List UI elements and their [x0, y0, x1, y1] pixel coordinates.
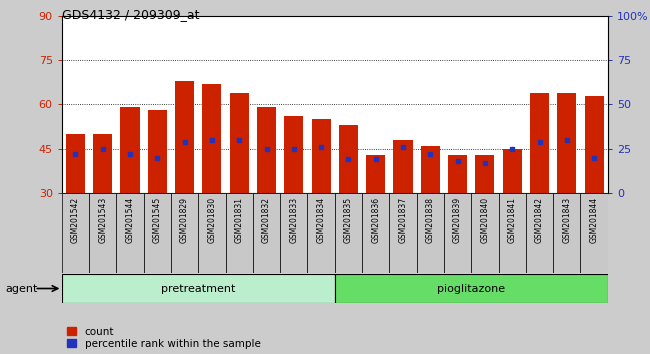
Text: GSM201841: GSM201841: [508, 197, 517, 243]
Text: GSM201843: GSM201843: [562, 197, 571, 243]
Text: GSM201835: GSM201835: [344, 197, 353, 243]
Bar: [280, 193, 307, 273]
Text: GSM201831: GSM201831: [235, 197, 244, 243]
Text: GDS4132 / 209309_at: GDS4132 / 209309_at: [62, 8, 200, 21]
Bar: [444, 193, 471, 273]
Bar: [284, 116, 304, 193]
Bar: [557, 93, 577, 193]
Text: GSM201836: GSM201836: [371, 197, 380, 243]
Bar: [116, 193, 144, 273]
Bar: [89, 193, 116, 273]
Bar: [584, 96, 604, 193]
Text: agent: agent: [5, 284, 38, 293]
Bar: [120, 107, 140, 193]
Bar: [553, 193, 580, 273]
Text: GSM201834: GSM201834: [317, 197, 326, 243]
Text: GSM201837: GSM201837: [398, 197, 408, 243]
Text: pretreatment: pretreatment: [161, 284, 235, 293]
Text: pioglitazone: pioglitazone: [437, 284, 505, 293]
Bar: [417, 193, 444, 273]
Bar: [144, 193, 171, 273]
Legend: count, percentile rank within the sample: count, percentile rank within the sample: [67, 327, 261, 349]
Bar: [198, 193, 226, 273]
Bar: [66, 134, 85, 193]
Text: GSM201544: GSM201544: [125, 197, 135, 243]
Bar: [502, 149, 522, 193]
Bar: [307, 193, 335, 273]
Bar: [339, 125, 358, 193]
Bar: [229, 93, 249, 193]
Bar: [253, 193, 280, 273]
Text: GSM201832: GSM201832: [262, 197, 271, 243]
Bar: [389, 193, 417, 273]
Text: GSM201829: GSM201829: [180, 197, 189, 243]
Bar: [499, 193, 526, 273]
Text: GSM201844: GSM201844: [590, 197, 599, 243]
Bar: [393, 140, 413, 193]
Bar: [471, 193, 499, 273]
Bar: [171, 193, 198, 273]
Bar: [257, 107, 276, 193]
Text: GSM201830: GSM201830: [207, 197, 216, 243]
Bar: [475, 155, 495, 193]
Bar: [311, 119, 331, 193]
Text: GSM201833: GSM201833: [289, 197, 298, 243]
Bar: [530, 93, 549, 193]
Bar: [580, 193, 608, 273]
Bar: [93, 134, 112, 193]
Text: GSM201542: GSM201542: [71, 197, 80, 243]
Text: GSM201842: GSM201842: [535, 197, 544, 243]
Text: GSM201838: GSM201838: [426, 197, 435, 243]
Text: GSM201545: GSM201545: [153, 197, 162, 243]
Bar: [362, 193, 389, 273]
Bar: [202, 84, 222, 193]
Text: GSM201543: GSM201543: [98, 197, 107, 243]
Bar: [448, 155, 467, 193]
Bar: [526, 193, 553, 273]
Bar: [366, 155, 385, 193]
Bar: [226, 193, 253, 273]
Bar: [148, 110, 167, 193]
Bar: [335, 193, 362, 273]
Text: GSM201840: GSM201840: [480, 197, 489, 243]
Bar: [62, 274, 335, 303]
Bar: [62, 193, 89, 273]
Bar: [175, 81, 194, 193]
Text: GSM201839: GSM201839: [453, 197, 462, 243]
Bar: [335, 274, 608, 303]
Bar: [421, 146, 440, 193]
